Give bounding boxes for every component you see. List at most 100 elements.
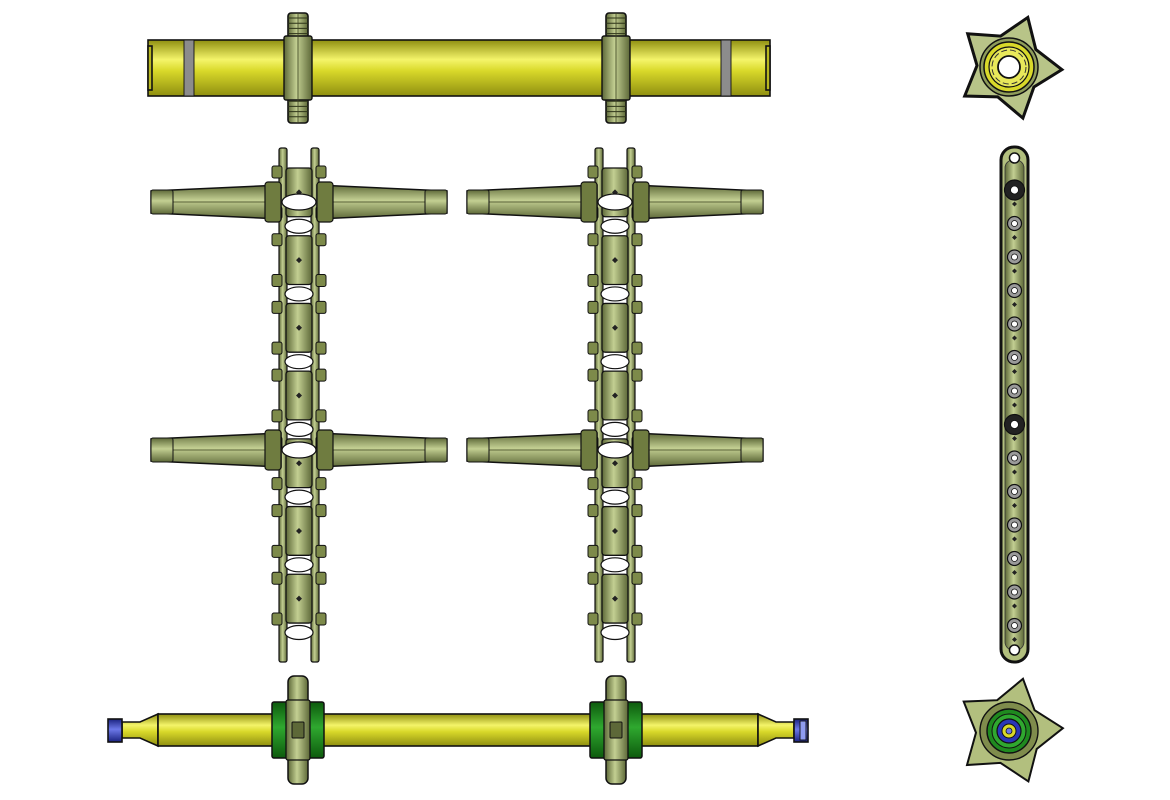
side-pin-bore bbox=[1011, 588, 1018, 596]
flight-tip bbox=[424, 189, 448, 215]
link-diamond bbox=[296, 527, 302, 534]
link-gap bbox=[600, 421, 630, 437]
pin-head bbox=[315, 409, 327, 423]
side-pin-bore bbox=[1011, 387, 1018, 395]
pin-head bbox=[315, 165, 327, 179]
side-pin-diamond bbox=[1012, 570, 1017, 575]
link-diamond bbox=[296, 324, 302, 331]
end-cap-right-light bbox=[799, 720, 807, 741]
flight-tip bbox=[740, 189, 764, 215]
pin-head bbox=[587, 544, 599, 558]
pin-head bbox=[631, 300, 643, 314]
link-gap bbox=[284, 557, 314, 573]
pin-head bbox=[271, 368, 283, 382]
pin-head bbox=[315, 612, 327, 626]
bearing-band-left bbox=[183, 39, 195, 97]
side-pin-bore bbox=[1011, 320, 1018, 328]
side-pin-bore bbox=[1011, 488, 1018, 495]
flight-tip bbox=[740, 437, 764, 463]
flight-center-gap bbox=[597, 441, 633, 459]
link-diamond bbox=[296, 392, 302, 399]
pin-head bbox=[271, 341, 283, 355]
shaft-end-step-right bbox=[765, 45, 771, 91]
pin-head bbox=[587, 409, 599, 423]
link-gap bbox=[600, 489, 630, 505]
pin-head bbox=[315, 273, 327, 287]
flight-tip bbox=[466, 437, 490, 463]
side-pin-diamond bbox=[1012, 603, 1017, 609]
pin-head bbox=[587, 612, 599, 626]
link-diamond bbox=[612, 460, 618, 467]
link-diamond bbox=[296, 257, 302, 264]
pin-head bbox=[587, 165, 599, 179]
flight-clamp bbox=[632, 181, 650, 223]
pin-head bbox=[631, 571, 643, 585]
sprocket-left bbox=[283, 12, 313, 124]
pin-head bbox=[271, 612, 283, 626]
bottom-shaft-end-view bbox=[962, 677, 1065, 784]
chain-assembly-front-view bbox=[150, 147, 764, 663]
pin-head bbox=[271, 300, 283, 314]
shaft-center bbox=[1005, 727, 1013, 735]
sprocket-right bbox=[601, 12, 631, 124]
bolt-circle bbox=[991, 49, 1027, 85]
pin-head bbox=[587, 273, 599, 287]
pin-head bbox=[631, 165, 643, 179]
link-diamond bbox=[612, 392, 618, 399]
side-pin-diamond bbox=[1012, 503, 1017, 508]
pin-head bbox=[271, 273, 283, 287]
top-shaft-front-view bbox=[147, 12, 771, 124]
pin-head bbox=[587, 233, 599, 247]
side-pin-diamond bbox=[1012, 369, 1017, 374]
pin-head bbox=[271, 409, 283, 423]
shaft-taper-left bbox=[121, 712, 159, 748]
shaft-bore bbox=[997, 55, 1021, 79]
side-pin-diamond bbox=[1012, 637, 1017, 642]
pin-head bbox=[271, 544, 283, 558]
pin-head bbox=[271, 504, 283, 518]
pin-head bbox=[631, 612, 643, 626]
end-hole-top bbox=[1008, 152, 1021, 164]
pin-head bbox=[631, 368, 643, 382]
side-pin-diamond bbox=[1012, 536, 1017, 542]
link-gap bbox=[600, 218, 630, 234]
link-gap bbox=[600, 557, 630, 573]
flight-center-gap bbox=[597, 193, 633, 211]
flight-clamp bbox=[264, 181, 282, 223]
side-pin-diamond bbox=[1012, 235, 1017, 240]
side-pin-diamond bbox=[1012, 201, 1017, 207]
link-diamond bbox=[296, 595, 302, 602]
pin-head bbox=[315, 300, 327, 314]
pin-head bbox=[631, 233, 643, 247]
pin-head bbox=[587, 477, 599, 491]
end-cap-left bbox=[107, 718, 123, 743]
flight-tip bbox=[150, 437, 174, 463]
side-pin-bore bbox=[1011, 521, 1018, 529]
link-diamond bbox=[612, 324, 618, 331]
flight-tip bbox=[466, 189, 490, 215]
link-gap bbox=[284, 286, 314, 302]
pin-head bbox=[271, 165, 283, 179]
bearing-band-right bbox=[720, 39, 732, 97]
pin-head bbox=[315, 477, 327, 491]
link-gap bbox=[600, 286, 630, 302]
pin-head bbox=[315, 341, 327, 355]
shaft-taper-right bbox=[757, 712, 795, 748]
flight-clamp bbox=[316, 181, 334, 223]
pin-head bbox=[271, 233, 283, 247]
pin-head bbox=[587, 504, 599, 518]
pin-head bbox=[631, 544, 643, 558]
link-gap bbox=[284, 218, 314, 234]
link-diamond bbox=[612, 257, 618, 264]
link-gap bbox=[284, 489, 314, 505]
keyway bbox=[291, 721, 305, 739]
link-gap bbox=[284, 354, 314, 370]
pin-head bbox=[315, 233, 327, 247]
flight-clamp bbox=[264, 429, 282, 471]
sprocket-hub-left bbox=[271, 675, 325, 785]
flight-clamp bbox=[316, 429, 334, 471]
sprocket-hub-right bbox=[589, 675, 643, 785]
flight-clamp bbox=[632, 429, 650, 471]
link-gap bbox=[600, 354, 630, 370]
